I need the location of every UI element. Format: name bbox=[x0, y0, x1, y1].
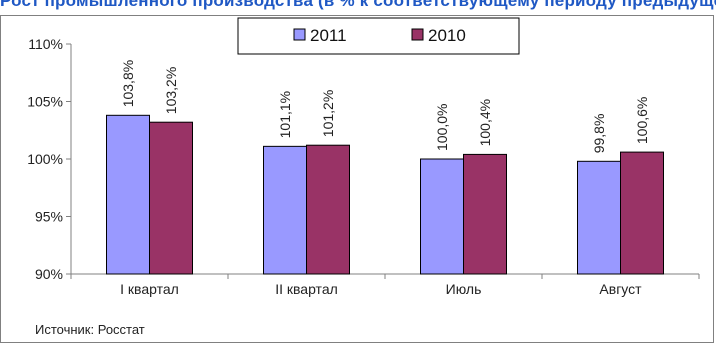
y-tick-label: 100% bbox=[27, 151, 63, 167]
data-label: 99,8% bbox=[591, 114, 607, 154]
x-category-label: Июль bbox=[446, 281, 482, 297]
x-category-label: Август bbox=[599, 281, 642, 297]
data-label: 101,2% bbox=[320, 90, 336, 137]
data-label: 103,2% bbox=[163, 67, 179, 114]
y-tick-label: 105% bbox=[27, 94, 63, 110]
y-tick-label: 90% bbox=[35, 266, 63, 282]
bar-2011 bbox=[106, 114, 150, 275]
bar-2011 bbox=[420, 158, 464, 275]
data-label: 100,4% bbox=[477, 99, 493, 146]
bar-2011 bbox=[263, 145, 307, 275]
title-strip: Рост промышленного производства (в % к с… bbox=[0, 0, 716, 13]
y-tick-label: 110% bbox=[28, 36, 63, 52]
data-labels-group: 103,8% 103,2% 101,1% 101,2% 100,0% 100,4% 99,8… bbox=[120, 60, 650, 153]
legend-label-2011: 2011 bbox=[310, 26, 347, 45]
x-category-label: II квартал bbox=[275, 281, 338, 297]
chart-title: Рост промышленного производства (в % к с… bbox=[0, 0, 716, 10]
bar-2010 bbox=[306, 144, 350, 275]
axes-group: 90% 95% 100% 105% 110% I квартал II квартал Июл… bbox=[27, 36, 700, 297]
y-tick-label: 95% bbox=[35, 209, 63, 225]
bar-chart: 90% 95% 100% 105% 110% I квартал II квартал Июл… bbox=[27, 17, 700, 337]
data-label: 101,1% bbox=[277, 91, 293, 138]
bar-2010 bbox=[149, 121, 193, 275]
bar-2010 bbox=[620, 151, 664, 275]
legend-label-2010: 2010 bbox=[428, 26, 466, 45]
bar-2010 bbox=[463, 153, 507, 275]
data-label: 100,0% bbox=[434, 104, 450, 151]
x-category-label: I квартал bbox=[120, 281, 179, 297]
legend-swatch-2011 bbox=[293, 28, 306, 41]
chart-frame: 90% 95% 100% 105% 110% I квартал II квартал Июл… bbox=[0, 15, 714, 343]
legend-box bbox=[237, 17, 520, 55]
source-note: Источник: Росстат bbox=[35, 322, 145, 337]
bars-group bbox=[106, 114, 664, 275]
legend-swatch-2010 bbox=[411, 28, 424, 41]
bar-2011 bbox=[577, 160, 621, 275]
legend: 2011 2010 bbox=[237, 17, 520, 55]
data-label: 100,6% bbox=[634, 97, 650, 144]
data-label: 103,8% bbox=[120, 60, 136, 107]
